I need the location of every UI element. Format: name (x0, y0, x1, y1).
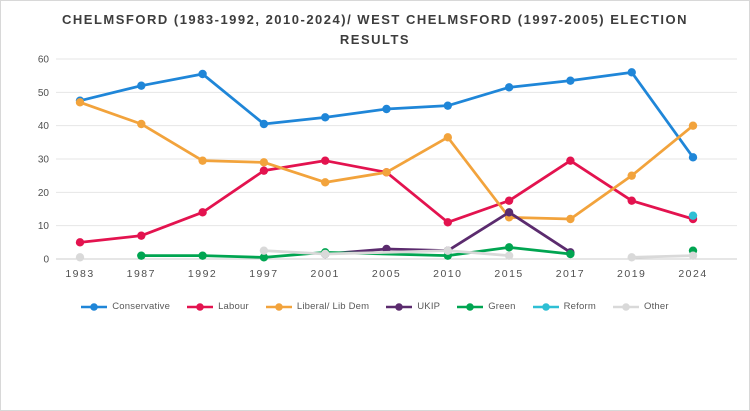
legend-item-liberal-lib-dem: Liberal/ Lib Dem (265, 301, 370, 313)
legend: Conservative Labour Liberal/ Lib Dem UKIP Gr… (1, 301, 749, 312)
legend-marker-icon (386, 302, 413, 311)
marker-conservative-1992 (198, 70, 207, 79)
legend-label: Conservative (112, 301, 171, 313)
marker-liberal-lib-dem-2001 (321, 178, 330, 187)
marker-ukip-2015 (504, 208, 514, 217)
legend-item-reform: Reform (532, 301, 596, 313)
x-tick-label: 2001 (311, 268, 340, 280)
series-line-other (630, 254, 695, 259)
marker-conservative-2001 (321, 113, 330, 122)
marker-conservative-2019 (627, 68, 636, 77)
marker-liberal-lib-dem-1983 (75, 98, 85, 107)
y-tick-label: 10 (38, 221, 50, 232)
marker-other-2001 (321, 250, 330, 259)
marker-reform-2024 (688, 211, 698, 221)
chart-title: CHELMSFORD (1983-1992, 2010-2024)/ WEST … (62, 12, 688, 48)
marker-green-1992 (198, 251, 207, 261)
marker-liberal-lib-dem-2019 (627, 171, 636, 181)
legend-label: Labour (218, 301, 249, 313)
marker-other-2010 (443, 246, 452, 256)
marker-labour-2001 (321, 156, 330, 166)
x-tick-label: 1983 (65, 268, 94, 280)
y-tick-label: 30 (38, 155, 50, 166)
legend-item-labour: Labour (187, 301, 249, 312)
series-line-liberal-lib-dem (78, 101, 695, 221)
legend-marker-icon (187, 302, 214, 311)
x-tick-label: 1997 (249, 268, 278, 280)
marker-conservative-1997 (259, 120, 269, 129)
marker-liberal-lib-dem-2024 (688, 121, 698, 131)
marker-labour-2010 (443, 218, 452, 227)
legend-marker-icon (81, 302, 108, 311)
marker-other-2015 (504, 251, 514, 261)
legend-label: Liberal/ Lib Dem (296, 301, 370, 313)
marker-green-2017 (566, 250, 575, 259)
marker-labour-2017 (566, 156, 575, 166)
series-line-other (262, 249, 511, 258)
marker-conservative-2010 (443, 101, 452, 111)
legend-item-ukip: UKIP (386, 301, 440, 312)
marker-conservative-2015 (504, 83, 514, 92)
legend-marker-icon (265, 302, 292, 311)
y-tick-label: 20 (38, 188, 50, 199)
chart-canvas: 0 10 20 30 40 50 60 1983 1987 1992 1997 2001 2005 201… (38, 55, 737, 280)
marker-other-2024 (688, 251, 698, 261)
legend-item-other: Other (612, 301, 669, 313)
y-tick-label: 0 (43, 255, 49, 266)
legend-item-green: Green (457, 301, 515, 312)
y-tick-label: 40 (38, 121, 50, 132)
x-tick-label: 2017 (556, 268, 585, 280)
marker-other-2019 (627, 253, 636, 262)
legend-label: Other (643, 301, 669, 313)
x-tick-label: 2010 (433, 268, 462, 280)
marker-labour-1992 (198, 208, 207, 217)
legend-item-conservative: Conservative (81, 301, 170, 312)
x-tick-label: 1992 (188, 268, 217, 280)
legend-label: UKIP (417, 301, 441, 313)
x-tick-label: 2019 (617, 268, 646, 280)
x-tick-label: 2015 (494, 268, 523, 280)
marker-liberal-lib-dem-1992 (198, 156, 207, 166)
x-tick-label: 1987 (127, 268, 156, 280)
legend-marker-icon (532, 302, 559, 311)
marker-labour-1983 (75, 238, 85, 247)
x-tick-label: 2005 (372, 268, 401, 280)
marker-conservative-2024 (688, 153, 698, 162)
legend-marker-icon (612, 302, 639, 311)
marker-conservative-1987 (137, 81, 146, 91)
series-line-conservative (78, 71, 695, 159)
marker-green-2015 (504, 243, 514, 252)
marker-labour-1987 (137, 231, 146, 241)
marker-liberal-lib-dem-2005 (382, 168, 391, 177)
marker-labour-1997 (259, 166, 269, 176)
marker-conservative-2005 (382, 105, 391, 114)
y-tick-label: 60 (38, 55, 50, 66)
marker-liberal-lib-dem-1987 (137, 120, 146, 129)
y-tick-label: 50 (38, 88, 50, 99)
marker-conservative-2017 (566, 76, 575, 86)
marker-other-1983 (75, 253, 85, 262)
marker-green-1987 (137, 251, 146, 261)
marker-green-1997 (259, 253, 269, 262)
marker-liberal-lib-dem-2017 (566, 215, 575, 224)
legend-label: Reform (563, 301, 596, 313)
marker-labour-2015 (504, 196, 514, 206)
marker-other-1997 (259, 246, 269, 256)
marker-liberal-lib-dem-2010 (443, 133, 452, 142)
legend-label: Green (488, 301, 516, 313)
marker-liberal-lib-dem-1997 (259, 158, 269, 167)
legend-marker-icon (457, 302, 484, 311)
marker-labour-2019 (627, 196, 636, 206)
x-tick-label: 2024 (678, 268, 707, 280)
